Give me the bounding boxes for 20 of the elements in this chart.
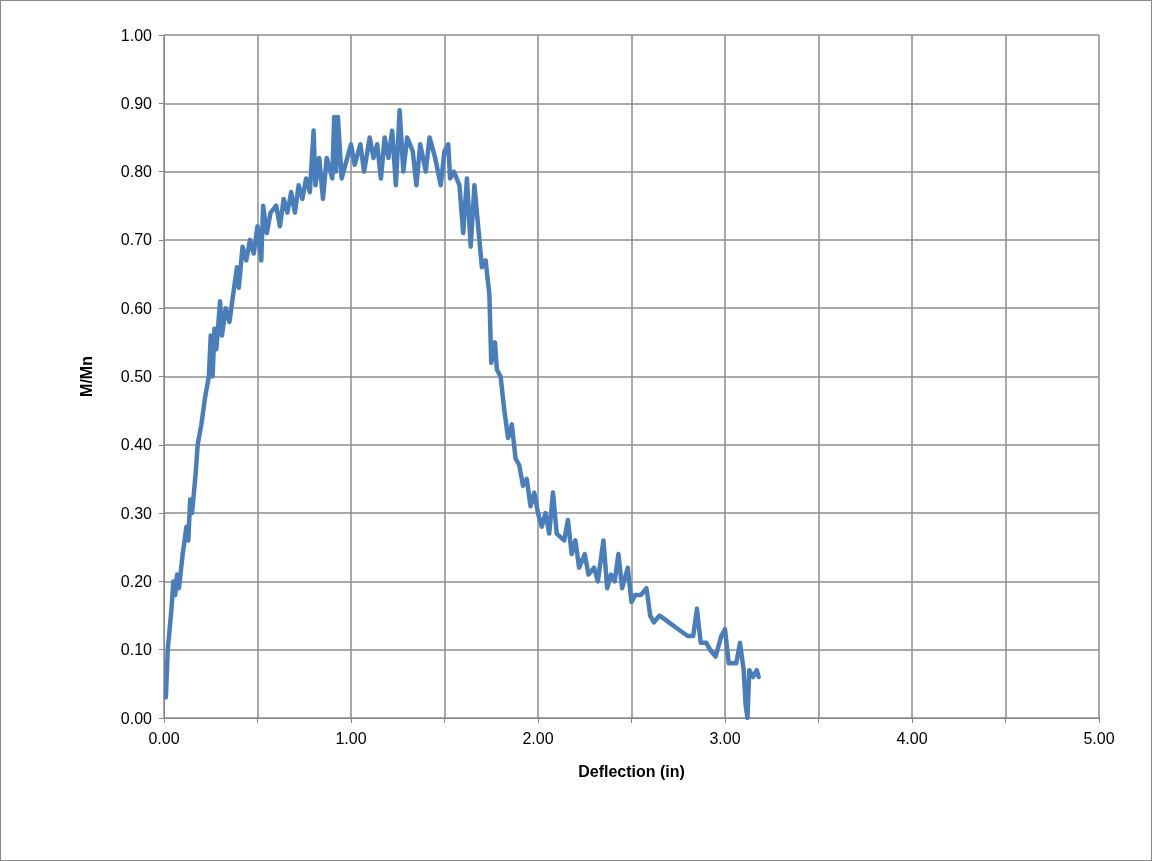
x-tick-label: 1.00 xyxy=(335,729,367,747)
y-tick-label: 0.80 xyxy=(120,163,153,181)
line-series xyxy=(163,107,761,721)
y-axis-title: M/Mn xyxy=(77,356,95,397)
y-tick-label: 0.00 xyxy=(120,709,153,727)
y-tick-label: 1.00 xyxy=(120,26,153,44)
y-tick-label: 0.60 xyxy=(120,299,153,317)
x-tick-label: 3.00 xyxy=(709,729,741,747)
y-tick-label: 0.40 xyxy=(120,436,153,454)
x-axis-title: Deflection (in) xyxy=(578,762,685,780)
y-tick-label: 0.90 xyxy=(120,94,153,112)
y-tick-label: 0.50 xyxy=(120,368,153,385)
x-tick-label: 5.00 xyxy=(1083,729,1115,747)
y-tick-label: 0.30 xyxy=(120,504,153,522)
y-tick-label: 0.10 xyxy=(120,641,153,659)
y-tick-label: 0.20 xyxy=(120,572,153,590)
x-tick-label: 0.00 xyxy=(148,729,180,747)
x-tick-label: 2.00 xyxy=(522,729,554,747)
x-tick-label: 4.00 xyxy=(896,729,928,747)
y-tick-label: 0.70 xyxy=(120,231,153,249)
